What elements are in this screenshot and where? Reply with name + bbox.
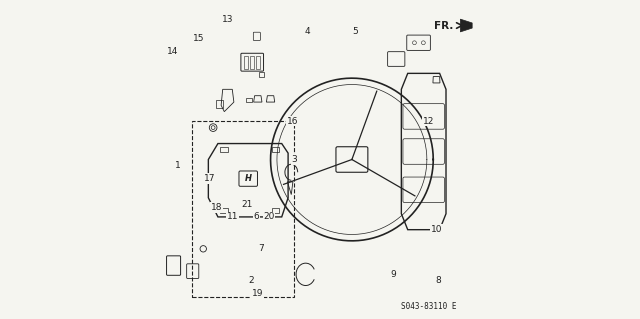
Text: 12: 12 <box>423 117 434 126</box>
Text: 6: 6 <box>253 212 259 221</box>
Text: 3: 3 <box>292 155 298 164</box>
Bar <box>259 72 264 77</box>
Text: 20: 20 <box>263 212 275 221</box>
Text: 18: 18 <box>211 203 222 212</box>
Text: 11: 11 <box>227 212 238 221</box>
Text: 15: 15 <box>193 34 205 43</box>
Bar <box>244 56 248 69</box>
Bar <box>271 208 279 213</box>
Bar <box>246 98 252 102</box>
Polygon shape <box>460 19 472 32</box>
Text: S043-83110 E: S043-83110 E <box>401 302 456 311</box>
Bar <box>220 208 228 213</box>
Text: H: H <box>244 174 252 183</box>
Text: 4: 4 <box>305 27 310 36</box>
Bar <box>216 100 223 108</box>
Text: 8: 8 <box>435 276 441 285</box>
Text: 5: 5 <box>352 27 358 36</box>
Text: 10: 10 <box>431 225 442 234</box>
Text: 16: 16 <box>287 117 299 126</box>
Bar <box>271 147 279 152</box>
Bar <box>220 147 228 152</box>
Text: 9: 9 <box>390 270 396 279</box>
Text: 1: 1 <box>175 161 181 170</box>
Text: 7: 7 <box>258 244 264 253</box>
Text: 19: 19 <box>252 289 264 298</box>
Text: 14: 14 <box>167 47 179 56</box>
Bar <box>256 56 260 69</box>
Text: 21: 21 <box>241 200 252 209</box>
Text: FR.: FR. <box>434 20 453 31</box>
Text: 13: 13 <box>221 15 233 24</box>
Text: 17: 17 <box>204 174 216 183</box>
Bar <box>250 56 254 69</box>
Text: 2: 2 <box>248 276 254 285</box>
